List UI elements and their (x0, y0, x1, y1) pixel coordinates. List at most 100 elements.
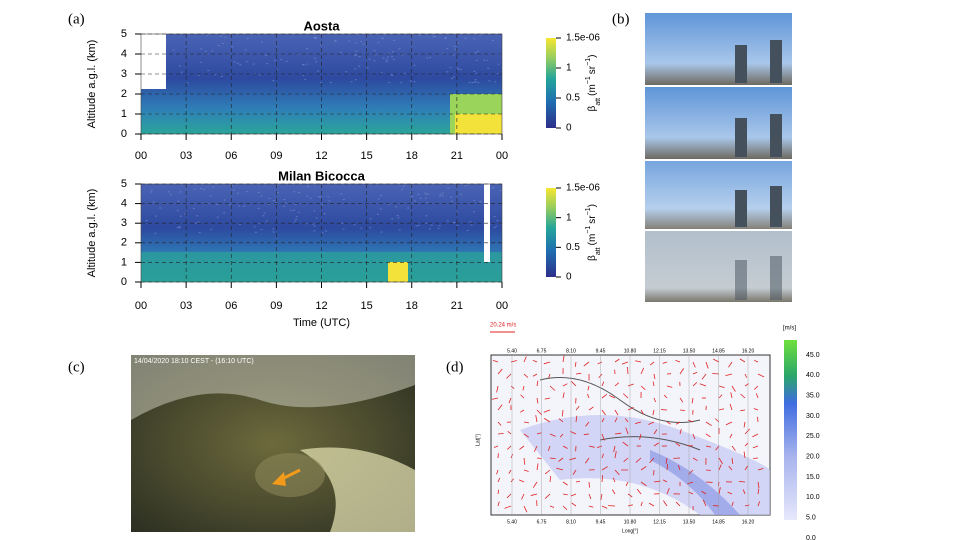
y-axis-label: Altitude a.g.l. (km) (86, 40, 98, 129)
heatmap-noise (355, 43, 357, 44)
colorbar-label: βatt(m−1sr−1) (585, 55, 602, 112)
x-tick-label: 21 (451, 150, 463, 162)
heatmap-noise (450, 197, 452, 198)
heatmap-noise (475, 79, 477, 80)
heatmap-noise (246, 61, 248, 62)
heatmap-noise (314, 58, 316, 59)
heatmap-noise (393, 59, 395, 60)
colorbar-tick-label: 0.5 (566, 93, 580, 104)
chart-title: Milan Bicocca (278, 168, 365, 183)
x-tick-label: 5.40 (507, 519, 517, 525)
heatmap-noise (223, 213, 225, 214)
x-tick-label: 9.45 (596, 519, 606, 525)
heatmap-noise (293, 210, 295, 211)
heatmap-noise (386, 61, 388, 62)
heatmap-noise (477, 51, 479, 52)
heatmap-noise (229, 204, 231, 205)
heatmap-noise (382, 38, 384, 39)
heatmap-noise (283, 199, 285, 200)
heatmap-noise (378, 198, 380, 199)
heatmap-noise (329, 200, 331, 201)
heatmap-noise (186, 82, 188, 83)
heatmap-noise (177, 210, 179, 211)
heatmap-noise (419, 35, 421, 36)
colorbar (784, 340, 797, 520)
colorbar-label-part: (m (587, 84, 598, 96)
heatmap-noise (454, 49, 456, 50)
heatmap-noise (272, 228, 274, 229)
heatmap-noise (489, 80, 491, 81)
heatmap-noise (179, 191, 181, 192)
heatmap-noise (327, 196, 329, 197)
heatmap-noise (310, 198, 312, 199)
heatmap-noise (181, 72, 183, 73)
heatmap-noise (359, 56, 361, 57)
heatmap-noise (200, 48, 202, 49)
heatmap-noise (381, 232, 383, 233)
heatmap-noise (306, 64, 308, 65)
x-tick-label: 16.20 (742, 519, 755, 525)
heatmap-noise (431, 225, 433, 226)
heatmap-noise (316, 217, 318, 218)
heatmap-noise (253, 64, 255, 65)
photos (645, 13, 792, 302)
heatmap-noise (272, 231, 274, 232)
heatmap-noise (487, 68, 489, 69)
heatmap-noise (413, 65, 415, 66)
heatmap-noise (380, 195, 382, 196)
heatmap-noise (426, 194, 428, 195)
x-tick-label: 00 (496, 150, 508, 162)
heatmap-noise (411, 196, 413, 197)
colorbar-unit: [m/s] (783, 326, 796, 332)
x-tick-label: 8.10 (566, 519, 576, 525)
x-tick-label: 18 (406, 300, 418, 312)
heatmap-noise (212, 187, 214, 188)
x-tick-label: 09 (270, 300, 282, 312)
heatmap-noise (479, 202, 481, 203)
heatmap-gap (141, 34, 166, 89)
heatmap-noise (465, 185, 467, 186)
heatmap-noise (418, 225, 420, 226)
heatmap-noise (304, 79, 306, 80)
heatmap-noise (218, 45, 220, 46)
x-tick-label: 21 (451, 300, 463, 312)
heatmap-noise (470, 221, 472, 222)
x-tick-label: 14.85 (712, 519, 725, 525)
heatmap-noise (492, 40, 494, 41)
heatmap-noise (320, 45, 322, 46)
heatmap-noise (313, 210, 315, 211)
heatmap-noise (442, 195, 444, 196)
heatmap-noise (380, 209, 382, 210)
colorbar-tick-label: 45.0 (806, 352, 820, 359)
x-tick-label: 09 (270, 150, 282, 162)
heatmap-noise (456, 225, 458, 226)
heatmap-noise (388, 82, 390, 83)
heatmap-noise (296, 216, 298, 217)
heatmap-noise (295, 204, 297, 205)
wind-vector (627, 367, 628, 374)
heatmap-noise (437, 228, 439, 229)
colorbar-tick-label: 5.0 (806, 515, 816, 522)
heatmap-noise (479, 201, 481, 202)
heatmap-noise (354, 224, 356, 225)
colorbar-tick-label: 20.0 (806, 454, 820, 461)
heatmap-noise (245, 49, 247, 50)
heatmap-noise (460, 194, 462, 195)
heatmap-noise (325, 231, 327, 232)
heatmap-noise (357, 34, 359, 35)
heatmap-noise (495, 226, 497, 227)
x-tick-label: 6.75 (537, 519, 547, 525)
heatmap-noise (355, 55, 357, 56)
heatmap-noise (456, 212, 458, 213)
colorbar (546, 188, 556, 277)
heatmap-noise (268, 198, 270, 199)
x-tick-label: 5.40 (507, 348, 517, 354)
heatmap-noise (388, 204, 390, 205)
colorbar-tick-label: 35.0 (806, 393, 820, 400)
heatmap-noise (367, 67, 369, 68)
heatmap-noise (237, 63, 239, 64)
y-axis-label: Lat[°] (475, 434, 481, 446)
heatmap-noise (266, 221, 268, 222)
heatmap-noise (206, 35, 208, 36)
heatmap-noise (295, 219, 297, 220)
